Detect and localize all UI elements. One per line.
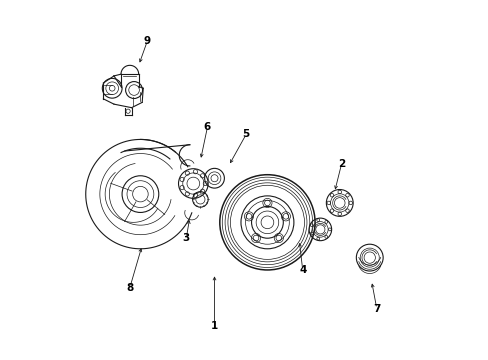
Text: 9: 9 (143, 36, 151, 46)
Text: 3: 3 (183, 233, 189, 243)
Text: 1: 1 (210, 321, 218, 332)
Text: 6: 6 (203, 122, 211, 132)
Text: 7: 7 (372, 304, 380, 314)
Text: 5: 5 (242, 129, 249, 139)
Text: 8: 8 (126, 283, 133, 293)
Text: 2: 2 (337, 159, 345, 169)
Text: 4: 4 (299, 265, 306, 275)
